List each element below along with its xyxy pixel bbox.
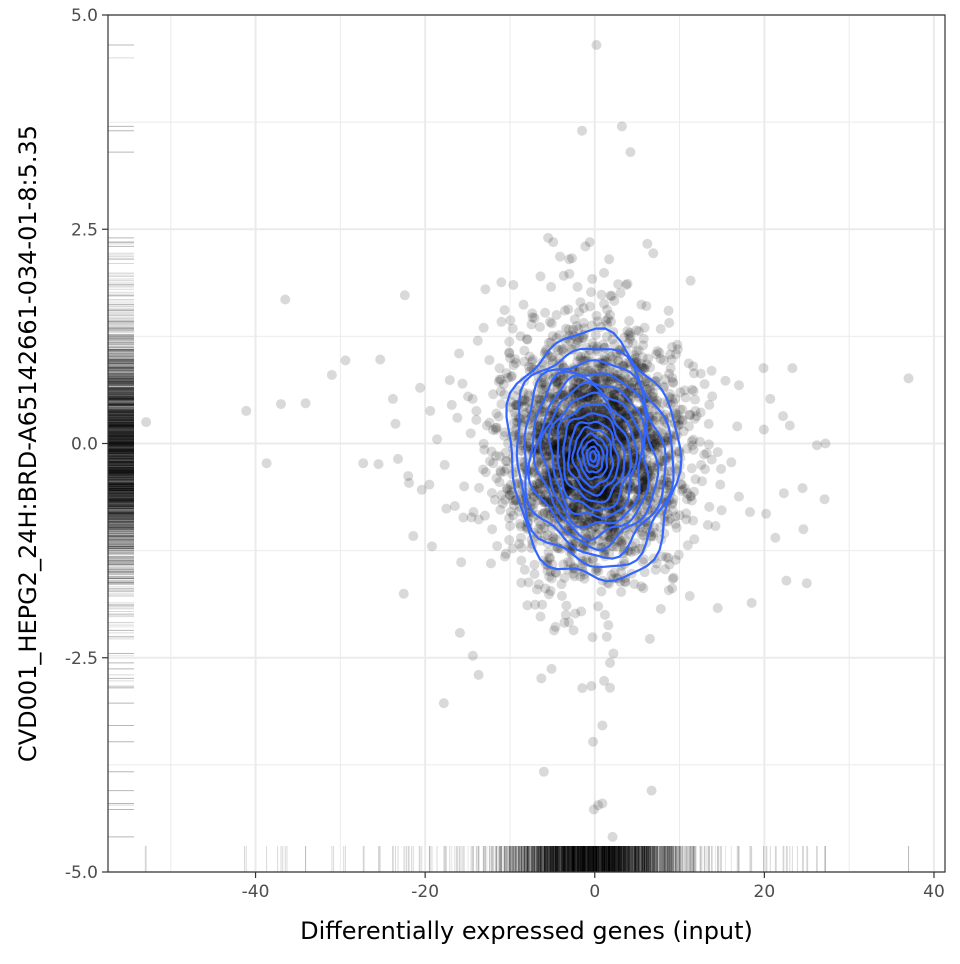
chart-background — [0, 0, 960, 960]
